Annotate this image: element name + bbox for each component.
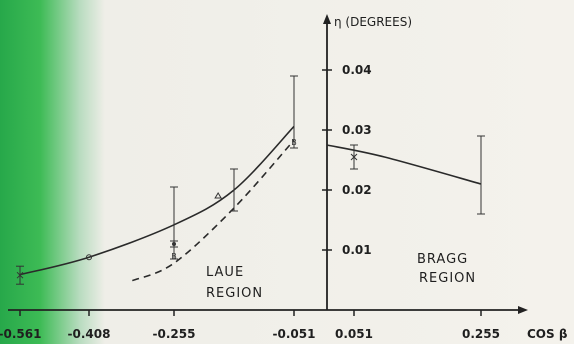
x-tick-label: 0.051 [335,327,373,341]
x-tick-label: -0.255 [153,327,196,341]
series-line-bragg-solid [326,144,482,185]
x-tick-label: -0.051 [273,327,316,341]
series-line-laue-solid [19,125,295,276]
data-point [477,135,485,215]
y-tick-label: 0.01 [342,243,372,257]
x-marker-icon [16,271,24,279]
circle-marker-icon [86,254,92,261]
region-label-bragg-1: BRAGG [417,252,468,267]
x-axis-arrow-icon [518,306,528,314]
y-tick-label: 0.02 [342,183,372,197]
x-tick-label: -0.561 [0,327,41,341]
series-line-laue-dashed [132,139,295,282]
x-axis-label: COS β [527,327,568,341]
region-label-bragg-2: REGION [419,271,476,286]
y-tick-label: 0.04 [342,63,372,77]
data-point [230,168,238,212]
data-point [170,186,178,260]
region-label-laue-2: REGION [206,286,263,301]
x-tick-label: 0.255 [462,327,500,341]
b-marker-icon: B [291,138,297,147]
data-point [214,192,223,199]
x-tick-label: -0.408 [68,327,111,341]
region-label-laue-1: LAUE [206,265,244,280]
y-axis-arrow-icon [323,14,331,24]
triangle-marker-icon [214,192,223,199]
y-axis-label: η (DEGREES) [334,15,412,29]
data-point [290,75,298,149]
data-point [86,254,92,261]
y-tick-label: 0.03 [342,123,372,137]
data-point: B [291,138,297,147]
data-point [16,265,24,285]
x-marker-icon [350,153,358,161]
data-point [350,144,358,170]
